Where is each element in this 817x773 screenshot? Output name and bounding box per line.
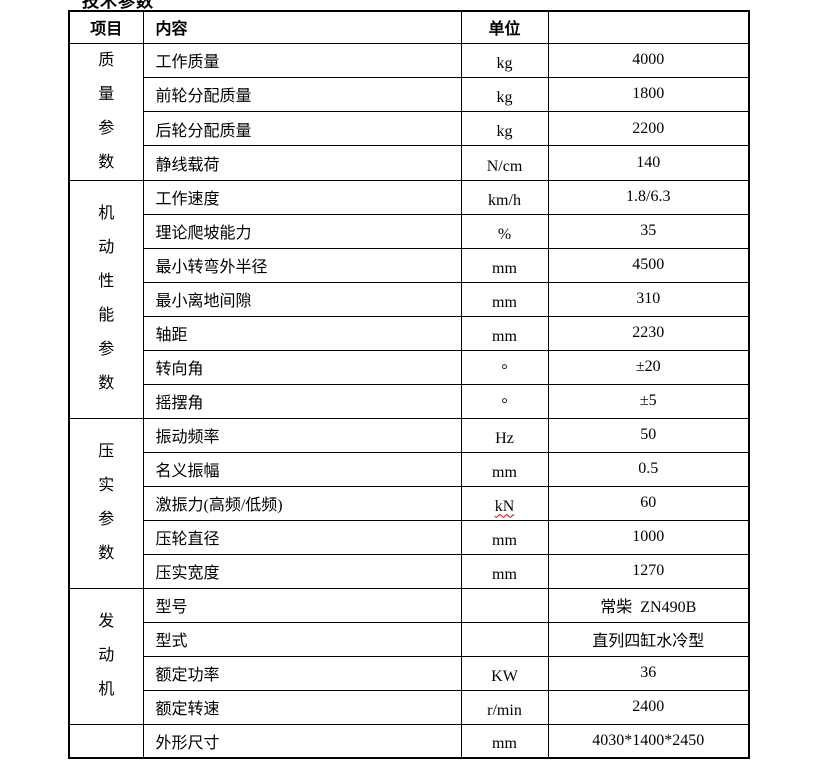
spec-label: 额定转速 — [142, 689, 462, 725]
table-row: 发 动 机 型号 常柴 ZN490B — [68, 587, 750, 725]
spec-unit: kg — [460, 76, 549, 113]
spec-unit: mm — [460, 519, 549, 555]
spec-unit: ° — [460, 383, 549, 419]
spec-value: 4500 — [547, 247, 750, 283]
spec-unit: kN — [460, 485, 549, 521]
table-row: 质 量 参 数 工作质量 kg 4000 — [68, 42, 750, 181]
section-label-mobility: 机 动 性 能 参 数 — [68, 179, 144, 419]
spec-table: 项目 内容 单位 质 量 参 数 工作质量 kg 4000 前轮分配质量 kg … — [68, 10, 750, 759]
spec-unit: Hz — [460, 417, 549, 453]
col-header-item: 项目 — [68, 10, 144, 44]
spec-label: 摇摆角 — [142, 383, 462, 419]
spec-value: 310 — [547, 281, 750, 317]
spec-value: 2200 — [547, 110, 750, 147]
spec-value: ±20 — [547, 349, 750, 385]
table-row: 轴距 mm 2230 — [69, 315, 750, 351]
spec-label: 外形尺寸 — [142, 723, 462, 759]
spec-label: 转向角 — [142, 349, 462, 385]
col-header-unit: 单位 — [460, 10, 549, 44]
col-header-content: 内容 — [142, 10, 462, 44]
spec-value: 36 — [547, 655, 750, 691]
spec-label: 名义振幅 — [142, 451, 462, 487]
spec-value: 1270 — [547, 553, 750, 589]
spec-label: 工作速度 — [142, 179, 462, 215]
table-row: 摇摆角 ° ±5 — [69, 383, 750, 419]
table-row: 机 动 性 能 参 数 工作速度 km/h 1.8/6.3 — [68, 179, 750, 419]
spec-label: 压轮直径 — [142, 519, 462, 555]
spec-label: 额定功率 — [142, 655, 462, 691]
spec-value: 1000 — [547, 519, 750, 555]
spec-label: 振动频率 — [142, 417, 462, 453]
table-row: 型式 直列四缸水冷型 — [69, 621, 750, 657]
table-row: 激振力(高频/低频) kN 60 — [69, 485, 750, 521]
spec-label: 型式 — [142, 621, 462, 657]
spec-label: 轴距 — [142, 315, 462, 351]
spec-label: 理论爬坡能力 — [142, 213, 462, 249]
spec-unit: % — [460, 213, 549, 249]
spec-unit: mm — [460, 247, 549, 283]
clipped-page-heading: 技术参数 — [68, 0, 817, 10]
spec-unit: mm — [460, 553, 549, 589]
table-row: 名义振幅 mm 0.5 — [69, 451, 750, 487]
table-row: 后轮分配质量 kg 2200 — [69, 110, 750, 147]
spec-value: 直列四缸水冷型 — [547, 621, 750, 657]
col-header-value — [547, 10, 750, 44]
table-row: 最小转弯外半径 mm 4500 — [69, 247, 750, 283]
spec-unit: mm — [460, 723, 549, 759]
spec-value: 1.8/6.3 — [547, 179, 750, 215]
spec-value: 140 — [547, 145, 750, 181]
table-row: 转向角 ° ±20 — [69, 349, 750, 385]
spec-label: 工作质量 — [142, 42, 462, 78]
spec-value: ±5 — [547, 383, 750, 419]
spec-value: 1800 — [547, 76, 750, 113]
spec-value: 35 — [547, 213, 750, 249]
spec-unit: km/h — [460, 179, 549, 215]
clipped-heading-text: 技术参数 — [82, 0, 154, 10]
table-row: 额定功率 KW 36 — [69, 655, 750, 691]
header-row: 项目 内容 单位 — [68, 10, 750, 44]
spec-unit — [460, 587, 549, 623]
table-row: 静线载荷 N/cm 140 — [69, 145, 750, 181]
spec-value: 4000 — [547, 42, 750, 78]
spec-unit — [460, 621, 549, 657]
spec-label: 静线载荷 — [142, 145, 462, 181]
table-row: 理论爬坡能力 % 35 — [69, 213, 750, 249]
spec-value: 常柴 ZN490B — [547, 587, 750, 623]
spec-value: 2400 — [547, 689, 750, 725]
section-label-compaction: 压 实 参 数 — [68, 417, 144, 589]
table-row: 最小离地间隙 mm 310 — [69, 281, 750, 317]
table-row: 压实宽度 mm 1270 — [69, 553, 750, 589]
table-row: 压轮直径 mm 1000 — [69, 519, 750, 555]
spec-label: 后轮分配质量 — [142, 110, 462, 147]
spec-unit: KW — [460, 655, 549, 691]
spec-unit: kg — [460, 42, 549, 78]
spec-label: 激振力(高频/低频) — [142, 485, 462, 521]
spec-label: 型号 — [142, 587, 462, 623]
spec-value: 60 — [547, 485, 750, 521]
spec-value: 50 — [547, 417, 750, 453]
spec-value: 0.5 — [547, 451, 750, 487]
spec-unit: mm — [460, 281, 549, 317]
spec-label: 前轮分配质量 — [142, 76, 462, 113]
spec-unit: mm — [460, 451, 549, 487]
spec-label: 最小离地间隙 — [142, 281, 462, 317]
spec-value: 4030*1400*2450 — [547, 723, 750, 759]
table-row: 额定转速 r/min 2400 — [69, 689, 750, 725]
spec-label: 最小转弯外半径 — [142, 247, 462, 283]
spec-unit: kg — [460, 110, 549, 147]
spec-unit: N/cm — [460, 145, 549, 181]
section-label-empty — [68, 723, 144, 759]
section-label-engine: 发 动 机 — [68, 587, 144, 725]
spec-unit: mm — [460, 315, 549, 351]
spec-unit: r/min — [460, 689, 549, 725]
spec-unit: ° — [460, 349, 549, 385]
spec-value: 2230 — [547, 315, 750, 351]
section-label-mass: 质 量 参 数 — [68, 42, 144, 181]
table-row: 前轮分配质量 kg 1800 — [69, 76, 750, 113]
table-row: 外形尺寸 mm 4030*1400*2450 — [68, 723, 750, 759]
table-row: 压 实 参 数 振动频率 Hz 50 — [68, 417, 750, 589]
spec-label: 压实宽度 — [142, 553, 462, 589]
